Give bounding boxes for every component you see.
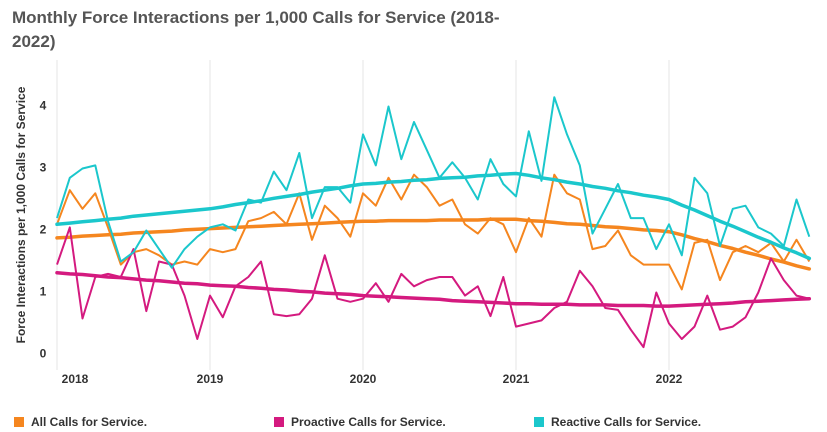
- legend-label: Proactive Calls for Service.: [291, 415, 446, 429]
- chart-title: Monthly Force Interactions per 1,000 Cal…: [12, 8, 500, 51]
- trend-line: [55, 171, 812, 261]
- y-tick-label: 2: [40, 223, 47, 237]
- x-tick-label: 2021: [503, 372, 530, 386]
- legend-swatch: [14, 417, 24, 427]
- trend-line: [55, 217, 812, 271]
- y-axis-label: Force Interactions per 1,000 Calls for S…: [14, 86, 28, 343]
- x-tick-label: 2019: [197, 372, 224, 386]
- legend-label: All Calls for Service.: [31, 415, 147, 429]
- y-tick-label: 1: [40, 285, 47, 299]
- x-tick-label: 2022: [656, 372, 683, 386]
- x-tick-label: 2018: [62, 372, 89, 386]
- series-line: [56, 96, 811, 269]
- legend-label: Reactive Calls for Service.: [551, 415, 701, 429]
- y-tick-label: 4: [40, 99, 47, 113]
- trend-line: [55, 270, 812, 308]
- series-line: [56, 226, 810, 349]
- series-line: [56, 173, 811, 291]
- legend-swatch: [534, 417, 544, 427]
- legend-swatch: [274, 417, 284, 427]
- y-tick-label: 3: [40, 161, 47, 175]
- y-tick-label: 0: [40, 347, 47, 361]
- x-tick-label: 2020: [350, 372, 377, 386]
